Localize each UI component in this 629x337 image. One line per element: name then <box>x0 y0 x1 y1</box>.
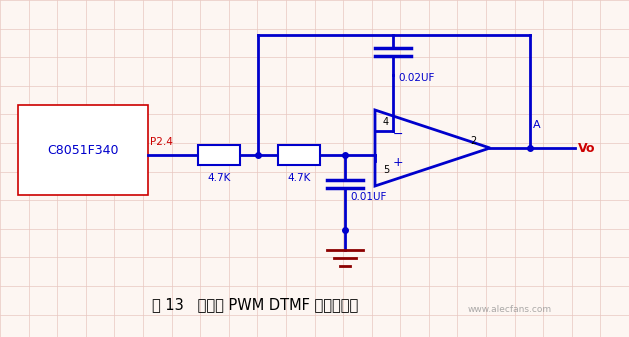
Text: 4.7K: 4.7K <box>208 173 231 183</box>
Bar <box>278 145 320 165</box>
Text: 4.7K: 4.7K <box>287 173 311 183</box>
Text: www.alecfans.com: www.alecfans.com <box>468 306 552 314</box>
Text: 0.02UF: 0.02UF <box>398 73 435 83</box>
Text: 2: 2 <box>470 136 476 146</box>
Text: 图 13   单片机 PWM DTMF 通信原理图: 图 13 单片机 PWM DTMF 通信原理图 <box>152 298 358 312</box>
Text: Vo: Vo <box>578 142 596 154</box>
Text: 4: 4 <box>383 117 389 127</box>
Text: −: − <box>393 127 403 141</box>
Bar <box>18 105 148 195</box>
Bar <box>198 145 240 165</box>
Text: 0.01UF: 0.01UF <box>350 192 386 202</box>
Text: 5: 5 <box>383 165 389 175</box>
Text: P2.4: P2.4 <box>150 137 173 147</box>
Text: C8051F340: C8051F340 <box>47 144 119 156</box>
Text: A: A <box>533 120 540 130</box>
Text: +: + <box>393 155 404 168</box>
